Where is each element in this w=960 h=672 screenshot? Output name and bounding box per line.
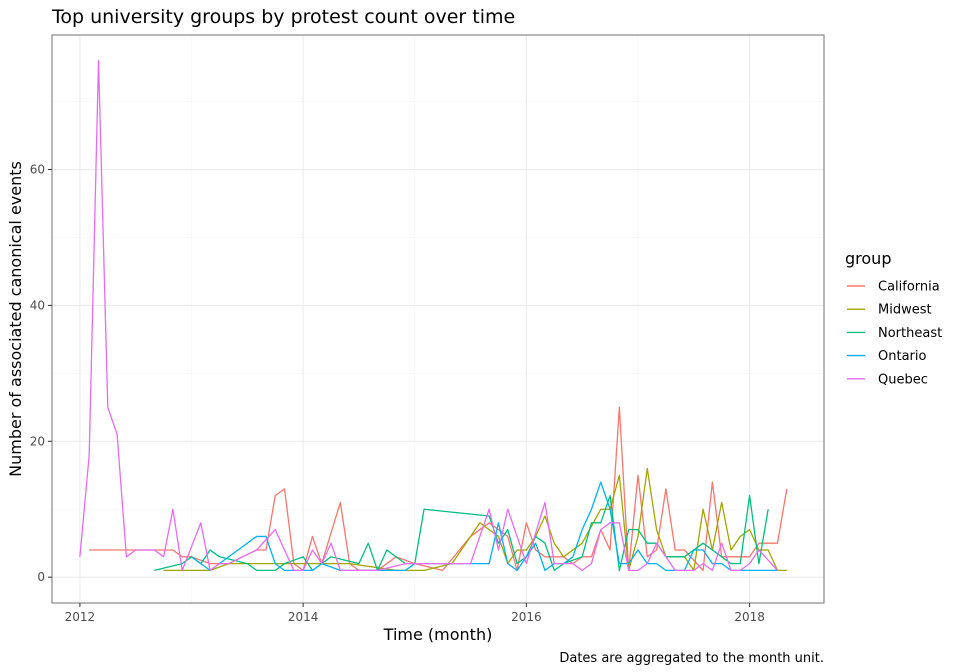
legend-label: Midwest (878, 303, 932, 318)
plot-panel-border (51, 34, 825, 604)
series-line-quebec (79, 60, 778, 572)
legend-item-quebec: Quebec (847, 372, 928, 387)
legend: group California Midwest Northeast Ontario Q… (845, 249, 942, 387)
y-tick-label: 0 (37, 570, 45, 584)
minor-gridlines (52, 35, 824, 603)
series-line-california (89, 406, 788, 572)
legend-label: California (878, 280, 940, 295)
legend-item-ontario: Ontario (847, 349, 926, 364)
y-axis-title: Number of associated canonical events (6, 161, 25, 477)
legend-item-midwest: Midwest (847, 303, 932, 318)
x-tick-label: 2014 (288, 610, 319, 624)
x-axis-title: Time (month) (383, 625, 493, 644)
y-tick-label: 20 (30, 434, 45, 448)
x-axis: 2012 2014 2016 2018 (65, 603, 765, 624)
legend-label: Quebec (878, 372, 928, 387)
y-tick-label: 60 (30, 163, 45, 177)
legend-label: Ontario (878, 349, 926, 364)
x-tick-label: 2018 (734, 610, 765, 624)
legend-item-california: California (847, 280, 940, 295)
legend-label: Northeast (878, 326, 942, 341)
y-tick-label: 40 (30, 298, 45, 312)
series-lines (79, 60, 788, 572)
x-tick-label: 2016 (511, 610, 542, 624)
chart-caption: Dates are aggregated to the month unit. (559, 651, 824, 666)
chart-title: Top university groups by protest count o… (51, 6, 515, 28)
series-line-midwest (163, 467, 787, 572)
x-tick-label: 2012 (65, 610, 96, 624)
legend-item-northeast: Northeast (847, 326, 942, 341)
y-axis: 0 20 40 60 (30, 163, 52, 584)
series-line-northeast (154, 495, 769, 572)
legend-title: group (845, 249, 891, 268)
major-gridlines (52, 35, 824, 603)
